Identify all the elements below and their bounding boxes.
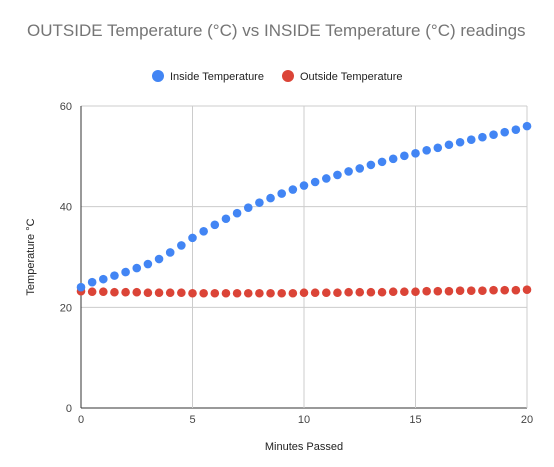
legend-marker-inside [152, 70, 164, 82]
inside-temperature-point [466, 135, 476, 145]
outside-temperature-point [210, 288, 220, 298]
inside-temperature-point [243, 203, 253, 212]
inside-temperature-point [444, 140, 454, 150]
outside-temperature-point [466, 286, 476, 296]
outside-temperature-point [266, 288, 275, 298]
outside-temperature-point [199, 288, 208, 298]
x-axis-label: Minutes Passed [265, 441, 343, 453]
outside-temperature-point [344, 287, 353, 297]
x-tick-label: 20 [521, 414, 533, 426]
y-tick-label: 0 [66, 403, 72, 415]
inside-temperature-point [277, 189, 287, 198]
inside-temperature-point [388, 154, 398, 164]
inside-temperature-point [344, 167, 353, 176]
outside-temperature-point [455, 286, 465, 296]
outside-temperature-point [255, 288, 264, 298]
inside-temperature-point [121, 267, 130, 277]
inside-temperature-point [255, 198, 264, 207]
outside-temperature-point [333, 288, 342, 298]
outside-temperature-point [400, 287, 409, 297]
outside-temperature-point [110, 287, 119, 297]
outside-temperature-point [288, 288, 298, 298]
inside-temperature-point [165, 248, 175, 257]
outside-temperature-point [355, 287, 365, 297]
inside-temperature-point [400, 151, 409, 161]
inside-temperature-point [177, 241, 186, 250]
outside-temperature-point [522, 285, 532, 295]
y-tick-label: 20 [60, 302, 72, 314]
legend-marker-outside [282, 70, 294, 82]
outside-temperature-point [132, 287, 142, 297]
outside-temperature-point [299, 288, 309, 298]
inside-temperature-point [199, 227, 208, 236]
inside-temperature-point [355, 164, 365, 173]
y-axis-label: Temperature °C [25, 218, 37, 295]
outside-temperature-point [444, 286, 454, 296]
y-tick-label: 40 [60, 202, 72, 214]
inside-temperature-point [377, 157, 387, 167]
outside-temperature-point [232, 288, 242, 298]
outside-temperature-point [143, 288, 153, 298]
legend-label: Inside Temperature [170, 71, 264, 83]
outside-temperature-point [388, 287, 398, 297]
outside-temperature-point [277, 288, 287, 298]
outside-temperature-point [310, 288, 320, 298]
inside-temperature-point [232, 208, 242, 218]
inside-temperature-point [455, 137, 465, 147]
inside-temperature-point [154, 254, 164, 264]
inside-temperature-point [210, 220, 220, 230]
outside-temperature-point [165, 288, 175, 298]
inside-temperature-point [489, 130, 498, 139]
outside-temperature-point [500, 285, 510, 295]
chart-title: OUTSIDE Temperature (°C) vs INSIDE Tempe… [27, 21, 526, 40]
inside-temperature-point [422, 145, 431, 155]
inside-temperature-point [366, 160, 376, 170]
outside-temperature-point [511, 285, 521, 295]
inside-temperature-point [76, 282, 86, 292]
inside-temperature-point [99, 274, 108, 284]
inside-temperature-point [511, 125, 521, 134]
inside-temperature-point [132, 263, 142, 273]
inside-temperature-point [322, 174, 331, 183]
x-tick-label: 5 [189, 414, 195, 426]
y-tick-label: 60 [60, 101, 72, 113]
outside-temperature-point [99, 287, 108, 297]
inside-temperature-point [310, 177, 320, 187]
legend-label: Outside Temperature [300, 71, 403, 83]
outside-temperature-point [377, 287, 387, 297]
inside-temperature-point [188, 233, 197, 243]
outside-temperature-point [243, 288, 253, 298]
outside-temperature-point [177, 288, 186, 298]
x-tick-label: 15 [409, 414, 421, 426]
inside-temperature-point [411, 149, 420, 158]
outside-temperature-point [411, 287, 420, 297]
outside-temperature-point [489, 285, 498, 295]
outside-temperature-point [154, 288, 164, 298]
inside-temperature-point [143, 259, 153, 269]
inside-temperature-point [266, 193, 275, 203]
outside-temperature-point [433, 286, 443, 296]
inside-temperature-point [87, 277, 97, 287]
inside-temperature-point [500, 127, 510, 137]
outside-temperature-point [322, 288, 331, 298]
inside-temperature-point [522, 121, 532, 131]
outside-temperature-point [121, 287, 130, 297]
outside-temperature-point [221, 288, 231, 298]
inside-temperature-point [333, 170, 342, 180]
outside-temperature-point [422, 286, 431, 296]
inside-temperature-point [478, 132, 487, 142]
inside-temperature-point [110, 271, 119, 280]
outside-temperature-point [188, 288, 197, 298]
outside-temperature-point [87, 287, 97, 297]
inside-temperature-point [221, 214, 231, 224]
inside-temperature-point [299, 181, 309, 190]
x-tick-label: 10 [298, 414, 310, 426]
inside-temperature-point [433, 143, 443, 153]
outside-temperature-point [478, 286, 487, 296]
inside-temperature-point [288, 185, 298, 194]
x-tick-label: 0 [78, 414, 84, 426]
outside-temperature-point [366, 287, 376, 297]
